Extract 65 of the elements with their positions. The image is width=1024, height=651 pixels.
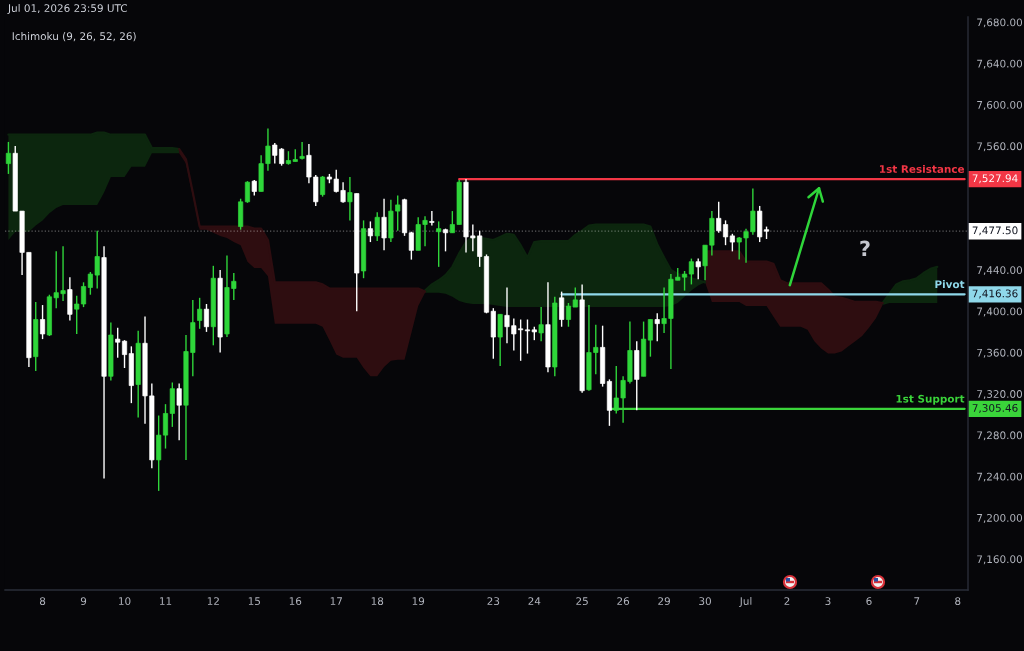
x-tick-label: Jul (739, 596, 752, 607)
x-tick-label: 29 (658, 597, 670, 606)
x-tick-label: 3 (825, 597, 831, 606)
candlestick (559, 290, 565, 328)
data-label: 7,305.46 (972, 403, 1018, 413)
data-label: 7,416.36 (972, 289, 1018, 299)
y-tick-label: 7,640.00 (977, 59, 1023, 69)
annotation: Ichimoku (9, 26, 52, 26) (12, 32, 136, 42)
x-tick-label: 6 (866, 597, 872, 606)
x-tick-label: 17 (330, 597, 342, 605)
candlestick (299, 141, 305, 161)
candlestick (5, 141, 11, 175)
candlestick (244, 180, 250, 204)
y-tick-label: 7,200.00 (977, 513, 1023, 523)
candlestick (203, 303, 210, 333)
x-tick-label: 25 (576, 597, 588, 606)
x-tick-label: 12 (207, 597, 219, 605)
candlestick (538, 306, 544, 342)
data-label: 7,527.94 (972, 174, 1018, 184)
y-tick-label: 7,280.00 (977, 431, 1023, 441)
x-tick-label: 15 (248, 597, 260, 606)
y-tick-label: 7,320.00 (977, 390, 1023, 400)
y-tick-label: 7,680.00 (977, 18, 1023, 28)
candlestick (436, 220, 442, 268)
series-label: 1st Support (896, 394, 965, 405)
y-tick-label: 7,600.00 (977, 100, 1023, 110)
candlestick (367, 220, 373, 243)
x-tick-label: 23 (487, 597, 500, 606)
y-tick-label: 7,560.00 (977, 142, 1023, 152)
y-tick-label: 7,240.00 (977, 472, 1023, 482)
x-tick-label: 10 (119, 597, 131, 606)
x-tick-label: 8 (955, 597, 961, 606)
candlestick (176, 382, 182, 441)
candlestick (197, 297, 203, 330)
series-label: Pivot (935, 280, 965, 289)
candlestick (381, 198, 387, 252)
x-tick-label: 24 (528, 597, 541, 605)
y-tick-label: 7,360.00 (977, 348, 1023, 358)
series-label: 1st Resistance (879, 164, 965, 173)
candlestick (654, 312, 660, 342)
y-tick-label: 7,440.00 (977, 266, 1023, 276)
candlestick (429, 210, 435, 227)
x-tick-label: 7 (914, 597, 920, 605)
x-tick-label: 30 (699, 597, 711, 606)
x-tick-label: 26 (617, 597, 630, 606)
y-tick-label: 7,400.00 (977, 307, 1023, 317)
candlestick (695, 257, 701, 280)
chart-title: Jul 01, 2026 23:59 UTC (7, 3, 127, 14)
candlestick (497, 313, 503, 367)
y-tick-label: 7,160.00 (977, 555, 1023, 565)
x-tick-label: 2 (784, 597, 790, 605)
candlestick (408, 231, 414, 261)
candlestick (374, 211, 380, 242)
x-tick-label: 18 (371, 597, 384, 606)
ref-line-label: 7,477.50 (972, 226, 1018, 236)
x-tick-label: 19 (412, 597, 425, 606)
candlestick (647, 318, 653, 358)
x-tick-label: 16 (289, 597, 302, 606)
candlestick (347, 176, 353, 222)
candlestick (688, 257, 694, 286)
annotation: ? (860, 240, 870, 256)
x-tick-label: 8 (39, 597, 46, 606)
candlestick (40, 304, 46, 340)
x-tick-label: 9 (80, 597, 87, 606)
x-tick-label: 11 (160, 597, 172, 605)
